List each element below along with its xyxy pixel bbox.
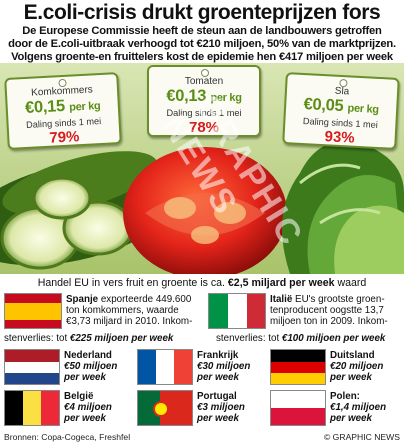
flag-italy (208, 293, 266, 329)
country-name: België (64, 391, 94, 402)
price-tag-cucumbers: Komkommers €0,15 per kg Daling sinds 1 m… (4, 72, 122, 150)
flag-portugal (137, 390, 193, 426)
intro-line-2: door de E.coli-uitbraak verhoogd tot €21… (8, 38, 396, 50)
flag-germany (270, 349, 326, 385)
headline: E.coli-crisis drukt groenteprijzen fors (23, 1, 381, 24)
trade-prefix: Handel EU in vers fruit en groente is ca… (37, 277, 228, 289)
flag-netherlands (4, 349, 60, 385)
tag-name: Tomaten (184, 76, 224, 87)
price-tag-lettuce: Sla €0,05 per kg Daling sinds 1 mei 93% (282, 72, 400, 150)
loss-amount: €100 miljoen per week (281, 333, 386, 344)
country-poland: Polen: €1,4 miljoen per week (330, 391, 387, 424)
footer: Bronnen: Copa-Cogeca, Freshfel © GRAPHIC… (0, 430, 404, 444)
country-name: Portugal (197, 391, 237, 402)
country-italy-loss: stenverlies: tot €100 miljoen per week (216, 333, 386, 344)
flag-poland (270, 390, 326, 426)
country-name: Nederland (64, 350, 112, 361)
intro-text: De Europese Commissie heeft de steun aan… (0, 25, 404, 64)
sources: Bronnen: Copa-Cogeca, Freshfel (4, 432, 131, 442)
country-name: Duitsland (330, 350, 375, 361)
vegetables-image (0, 63, 404, 274)
tag-price: €0,13 per kg (166, 87, 242, 105)
country-spain: Spanje exporteerde 449.600 ton komkommer… (66, 294, 193, 327)
country-france: Frankrijk €30 miljoen per week (197, 350, 251, 383)
tag-percentage: 78% (188, 119, 220, 136)
headline-bar: E.coli-crisis drukt groenteprijzen fors (0, 0, 404, 26)
country-belgium: België €4 miljoen per week (64, 391, 112, 424)
trade-amount: €2,5 miljard per week (227, 277, 335, 289)
country-name: Frankrijk (197, 350, 239, 361)
flag-spain (4, 293, 62, 329)
country-name: Spanje (66, 294, 99, 305)
country-germany: Duitsland €20 miljoen per week (330, 350, 384, 383)
flag-belgium (4, 390, 60, 426)
trade-suffix: waard (334, 277, 367, 289)
tag-hole (201, 69, 209, 77)
loss-amount: €225 miljoen per week (69, 333, 174, 344)
country-netherlands: Nederland €50 miljoen per week (64, 350, 118, 383)
price-tag-tomatoes: Tomaten €0,13 per kg Daling sinds 1 mei … (147, 65, 261, 137)
country-name: Italië (270, 294, 293, 305)
intro-line-3: Volgens groente-en fruittelers kost de e… (11, 51, 393, 63)
trade-line: Handel EU in vers fruit en groente is ca… (0, 277, 404, 290)
intro-line-1: De Europese Commissie heeft de steun aan… (22, 25, 382, 37)
tag-drop-label: Daling sinds 1 mei (166, 108, 242, 118)
country-name: Polen: (330, 391, 360, 402)
flag-france (137, 349, 193, 385)
vegetable-illustration: Komkommers €0,15 per kg Daling sinds 1 m… (0, 63, 404, 274)
country-portugal: Portugal €3 miljoen per week (197, 391, 245, 424)
country-spain-loss: stenverlies: tot €225 miljoen per week (4, 333, 174, 344)
country-italy: Italië EU's grootste groen- tenproducent… (270, 294, 388, 327)
credit: © GRAPHIC NEWS (323, 432, 400, 442)
